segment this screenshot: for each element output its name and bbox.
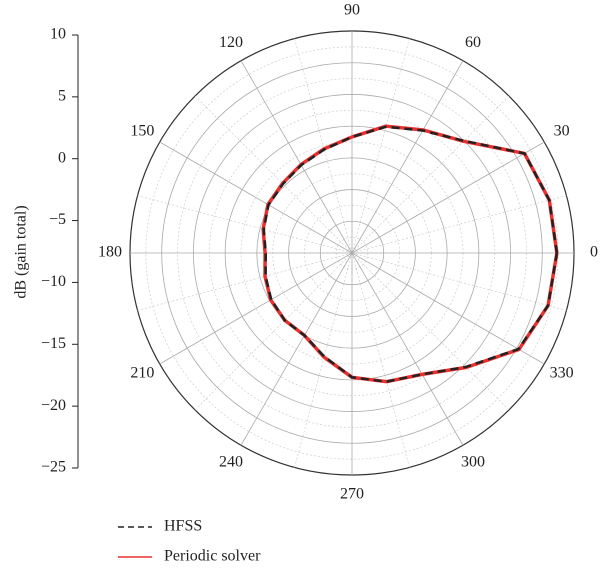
angle-label: 240 [219,453,243,470]
y-axis-label: dB (gain total) [13,205,30,298]
spoke [351,141,545,254]
y-tick-label: −5 [49,211,66,228]
y-tick-label: −10 [41,273,66,290]
angle-label: 90 [344,2,360,19]
spoke [351,252,464,446]
angle-label: 30 [554,123,570,140]
spoke [159,252,353,365]
minor-spoke [351,195,567,254]
angle-label: 180 [98,244,122,261]
minor-spoke [194,252,353,411]
minor-spoke [137,195,353,254]
minor-spoke [194,95,353,254]
angle-label: 150 [130,123,154,140]
y-tick-label: 0 [58,149,66,166]
angle-label: 60 [465,34,481,51]
minor-spoke [294,252,353,468]
spoke [240,252,353,446]
y-tick-label: −25 [41,459,66,476]
y-tick-label: 10 [50,26,66,43]
angle-label: 330 [550,365,574,382]
minor-spoke [351,252,510,411]
legend-label: Periodic solver [164,548,261,565]
spoke [240,60,353,254]
series-line [262,125,559,383]
legend-label: HFSS [164,518,202,535]
series-line [261,124,559,384]
minor-spoke [351,95,510,254]
minor-spoke [351,252,410,468]
angle-label: 300 [461,453,485,470]
minor-spoke [294,38,353,254]
minor-spoke [137,252,353,311]
minor-spoke [351,38,410,254]
angle-label: 210 [130,365,154,382]
y-tick-label: −20 [41,397,66,414]
y-tick-label: 5 [58,88,66,105]
angle-label: 270 [340,486,364,503]
spoke [351,60,464,254]
minor-spoke [351,252,567,311]
angle-label: 0 [590,244,598,261]
y-tick-label: −15 [41,335,66,352]
spoke [159,141,353,254]
spoke [351,252,545,365]
angle-label: 120 [219,34,243,51]
